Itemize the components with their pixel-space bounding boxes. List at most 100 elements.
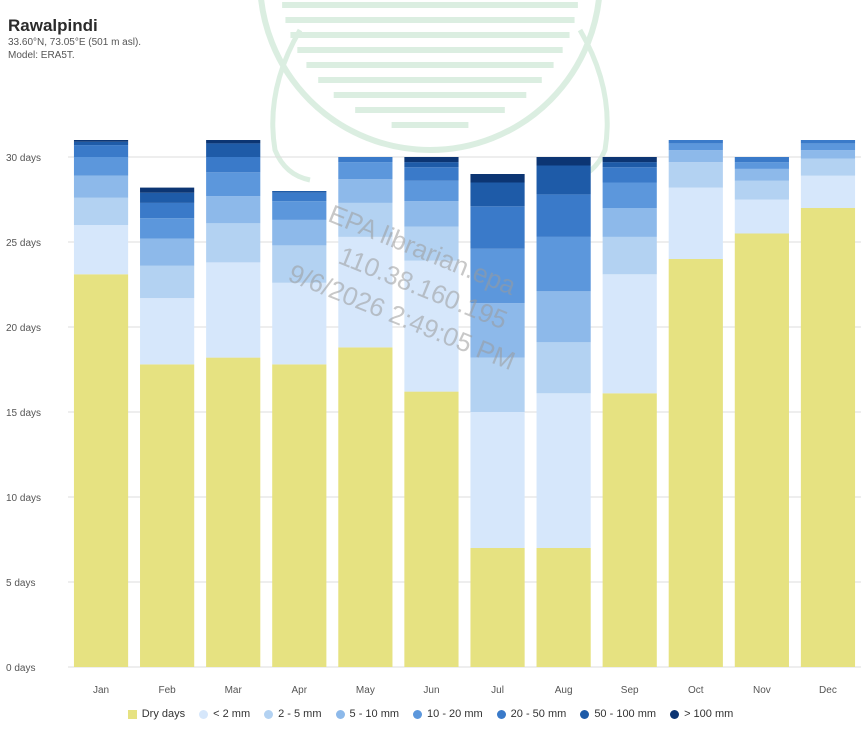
legend-item[interactable]: 50 - 100 mm xyxy=(580,708,656,720)
bar-segment[interactable] xyxy=(404,167,459,181)
bar-segment[interactable] xyxy=(734,233,789,668)
bar-segment[interactable] xyxy=(73,274,129,667)
bar-segment[interactable] xyxy=(470,303,525,358)
bar-segment[interactable] xyxy=(800,150,856,159)
bar-segment[interactable] xyxy=(602,167,657,183)
bar-segment[interactable] xyxy=(206,157,261,173)
bar-segment[interactable] xyxy=(800,158,856,176)
legend-item[interactable]: 5 - 10 mm xyxy=(335,708,400,720)
legend-item[interactable]: < 2 mm xyxy=(199,708,250,720)
bar-segment[interactable] xyxy=(404,180,459,202)
bar-segment[interactable] xyxy=(668,162,723,188)
chart-title: Rawalpindi xyxy=(8,16,98,35)
bar-segment[interactable] xyxy=(338,162,393,180)
bar-segment[interactable] xyxy=(536,393,591,548)
bar-segment[interactable] xyxy=(536,291,591,343)
bar-segment[interactable] xyxy=(73,197,129,225)
bar-segment[interactable] xyxy=(73,145,129,157)
bar-segment[interactable] xyxy=(404,162,459,168)
bar-segment[interactable] xyxy=(206,172,261,197)
bar-segment[interactable] xyxy=(734,180,789,200)
bar-segment[interactable] xyxy=(272,191,327,193)
bar-segment[interactable] xyxy=(140,238,195,266)
bar-segment[interactable] xyxy=(602,393,657,667)
bar-segment[interactable] xyxy=(404,226,459,261)
bar-segment[interactable] xyxy=(536,236,591,292)
bar-segment[interactable] xyxy=(536,548,591,667)
bar-segment[interactable] xyxy=(404,157,459,163)
bar-segment[interactable] xyxy=(470,412,525,548)
bar-segment[interactable] xyxy=(536,165,591,195)
bar-segment[interactable] xyxy=(602,162,657,168)
bar-segment[interactable] xyxy=(734,168,789,181)
bar-segment[interactable] xyxy=(272,245,327,283)
bar-segment[interactable] xyxy=(338,236,393,348)
legend-label: < 2 mm xyxy=(213,708,251,720)
bar-segment[interactable] xyxy=(800,175,856,208)
bar-segment[interactable] xyxy=(73,141,129,146)
bar-segment[interactable] xyxy=(140,192,195,203)
legend-item[interactable]: 10 - 20 mm xyxy=(413,708,483,720)
bar-segment[interactable] xyxy=(536,342,591,394)
bar-segment[interactable] xyxy=(338,179,393,203)
bar-segment[interactable] xyxy=(206,262,261,358)
bar-segment[interactable] xyxy=(272,282,327,365)
bar-segment[interactable] xyxy=(140,202,195,219)
bar-segment[interactable] xyxy=(206,196,261,224)
legend-item[interactable]: 2 - 5 mm xyxy=(264,708,322,720)
legend-label: > 100 mm xyxy=(684,708,734,720)
bar-segment[interactable] xyxy=(734,162,789,169)
bar-segment[interactable] xyxy=(404,201,459,227)
bar-segment[interactable] xyxy=(734,199,789,234)
bar-segment[interactable] xyxy=(206,357,261,667)
bar-segment[interactable] xyxy=(272,201,327,220)
legend-item[interactable]: 20 - 50 mm xyxy=(496,708,566,720)
bar-segment[interactable] xyxy=(404,260,459,392)
bar-segment[interactable] xyxy=(668,187,723,259)
bar-segment[interactable] xyxy=(73,225,129,275)
bar-segment[interactable] xyxy=(206,140,261,144)
bar-segment[interactable] xyxy=(140,265,195,299)
bar-segment[interactable] xyxy=(73,140,129,142)
bar-segment[interactable] xyxy=(206,223,261,263)
bar-segment[interactable] xyxy=(470,174,525,183)
bar-segment[interactable] xyxy=(206,143,261,157)
bar-segment[interactable] xyxy=(338,157,393,163)
bar-segment[interactable] xyxy=(272,219,327,246)
legend-item[interactable]: > 100 mm xyxy=(670,708,733,720)
bar-segment[interactable] xyxy=(734,157,789,163)
bar-segment[interactable] xyxy=(470,357,525,412)
bar-segment[interactable] xyxy=(668,259,723,667)
bar-segment[interactable] xyxy=(668,140,723,144)
bar-segment[interactable] xyxy=(272,364,327,667)
bar-segment[interactable] xyxy=(73,175,129,198)
bar-segment[interactable] xyxy=(140,364,195,667)
bar-segment[interactable] xyxy=(470,206,525,249)
bar-segment[interactable] xyxy=(602,274,657,394)
bar-segment[interactable] xyxy=(140,218,195,239)
bar-segment[interactable] xyxy=(668,150,723,163)
legend-label: 5 - 10 mm xyxy=(349,708,400,720)
bar-segment[interactable] xyxy=(800,140,856,144)
bar-segment[interactable] xyxy=(73,157,129,176)
bar-segment[interactable] xyxy=(668,143,723,151)
bar-segment[interactable] xyxy=(140,187,195,193)
y-tick-label: 0 days xyxy=(6,663,35,674)
bar-segment[interactable] xyxy=(338,202,393,237)
bar-segment[interactable] xyxy=(470,248,525,304)
bar-segment[interactable] xyxy=(404,391,459,667)
bar-segment[interactable] xyxy=(272,192,327,202)
bar-segment[interactable] xyxy=(536,194,591,237)
bar-segment[interactable] xyxy=(602,208,657,237)
bar-segment[interactable] xyxy=(602,157,657,163)
bar-segment[interactable] xyxy=(140,298,195,365)
bar-segment[interactable] xyxy=(602,236,657,275)
bar-segment[interactable] xyxy=(800,208,856,667)
bar-segment[interactable] xyxy=(470,548,525,667)
bar-segment[interactable] xyxy=(470,182,525,207)
bar-segment[interactable] xyxy=(536,157,591,166)
bar-segment[interactable] xyxy=(800,143,856,151)
legend-item[interactable]: Dry days xyxy=(127,708,185,720)
bar-segment[interactable] xyxy=(338,347,393,667)
bar-segment[interactable] xyxy=(602,182,657,209)
